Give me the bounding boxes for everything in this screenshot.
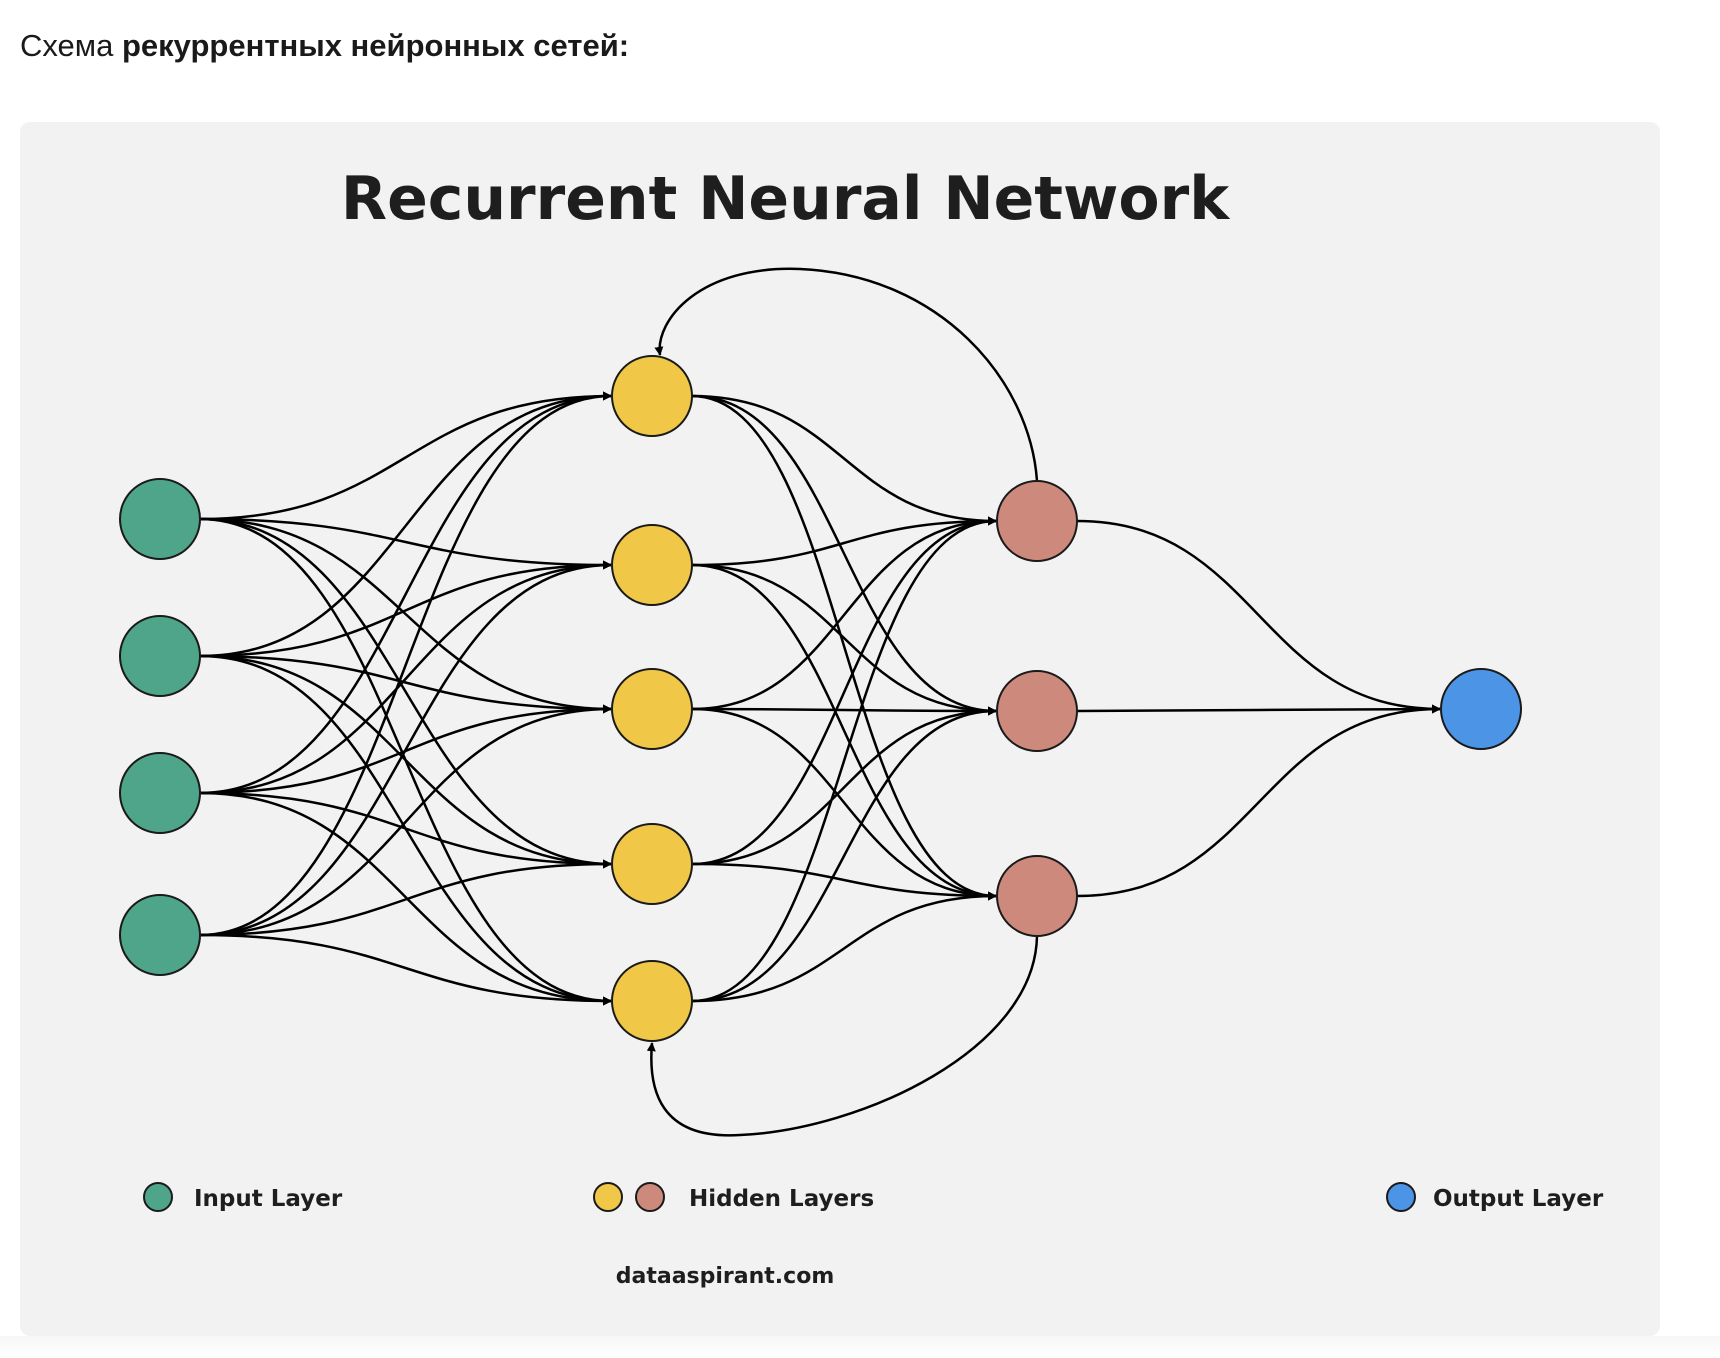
legend-output-label: Output Layer [1433, 1186, 1604, 1212]
connection-input-1-to-hidden-1-1 [199, 391, 612, 521]
connection-input-3-to-hidden-1-5 [199, 791, 612, 1006]
connection-input-3-to-hidden-1-2 [199, 560, 612, 795]
source-credit: dataaspirant.com [616, 1264, 835, 1289]
hidden-2-neuron-3 [996, 855, 1078, 937]
hidden-1-neuron-2 [611, 524, 693, 606]
connection-hidden-2-2-to-output-1 [1076, 704, 1441, 714]
connection-input-1-to-hidden-1-2 [199, 517, 612, 570]
input-neuron-2 [119, 615, 201, 697]
hidden-1-neuron-3 [611, 668, 693, 750]
connection-input-1-to-hidden-1-3 [199, 517, 612, 714]
connection-hidden-1-3-to-hidden-2-1 [691, 516, 997, 711]
connection-hidden-2-3-to-output-1 [1076, 704, 1441, 898]
input-neuron-1 [119, 478, 201, 560]
diagram-card [20, 122, 1660, 1336]
legend: Input Layer Hidden Layers Output Layer [143, 1182, 1604, 1212]
connection-hidden-1-1-to-hidden-2-3 [691, 394, 997, 901]
connection-hidden-1-5-to-hidden-2-1 [691, 516, 997, 1003]
connection-input-1-to-hidden-1-4 [199, 517, 612, 869]
connection-input-4-to-hidden-1-3 [199, 704, 612, 937]
connection-hidden-1-1-to-hidden-2-1 [691, 394, 997, 526]
hidden-1-neuron-4 [611, 823, 693, 905]
connection-hidden-1-1-to-hidden-2-2 [691, 394, 997, 716]
legend-hidden-swatch-2 [635, 1182, 665, 1212]
legend-hidden-swatch-1 [593, 1182, 623, 1212]
legend-output-swatch [1386, 1182, 1416, 1212]
bottom-shadow [0, 1336, 1720, 1358]
connection-input-4-to-hidden-1-4 [199, 859, 612, 937]
connections [199, 391, 1441, 1006]
connection-hidden-1-2-to-hidden-2-2 [691, 563, 997, 716]
input-neuron-3 [119, 752, 201, 834]
input-neuron-4 [119, 894, 201, 976]
recurrent-loop-bottom [646, 935, 1039, 1137]
diagram-title: Recurrent Neural Network [341, 164, 1231, 234]
recurrent-loop-top [654, 267, 1039, 482]
hidden-2-neuron-2 [996, 670, 1078, 752]
hidden-2-neuron-1 [996, 480, 1078, 562]
connection-input-2-to-hidden-1-2 [199, 560, 612, 658]
output-neuron-1 [1440, 668, 1522, 750]
neurons [119, 355, 1522, 1042]
page-heading: Схема рекуррентных нейронных сетей: [20, 28, 629, 64]
hidden-1-neuron-5 [611, 960, 693, 1042]
connection-input-2-to-hidden-1-1 [199, 391, 612, 658]
connection-hidden-1-2-to-hidden-2-3 [691, 563, 997, 901]
connection-hidden-2-1-to-output-1 [1076, 519, 1441, 714]
connection-input-3-to-hidden-1-4 [199, 791, 612, 869]
connection-input-3-to-hidden-1-1 [199, 391, 612, 795]
legend-hidden-label: Hidden Layers [689, 1186, 874, 1212]
recurrent-loops [646, 267, 1039, 1137]
connection-hidden-1-3-to-hidden-2-2 [691, 706, 997, 716]
connection-input-4-to-hidden-1-5 [199, 933, 612, 1006]
connection-hidden-1-3-to-hidden-2-3 [691, 707, 997, 901]
connection-hidden-1-2-to-hidden-2-1 [691, 516, 997, 567]
hidden-1-neuron-1 [611, 355, 693, 437]
connection-input-2-to-hidden-1-4 [199, 654, 612, 869]
connection-hidden-1-5-to-hidden-2-3 [691, 891, 997, 1003]
legend-input-label: Input Layer [194, 1186, 343, 1212]
connection-hidden-1-4-to-hidden-2-1 [691, 516, 997, 866]
connection-input-2-to-hidden-1-3 [199, 654, 612, 714]
connection-hidden-1-4-to-hidden-2-2 [691, 706, 997, 866]
connection-hidden-1-4-to-hidden-2-3 [691, 862, 997, 901]
connection-input-4-to-hidden-1-1 [199, 391, 612, 937]
connection-input-4-to-hidden-1-2 [199, 560, 612, 937]
legend-input-swatch [143, 1182, 173, 1212]
heading-prefix: Схема [20, 28, 122, 63]
heading-emphasis: рекуррентных нейронных сетей: [121, 28, 630, 63]
connection-hidden-1-5-to-hidden-2-2 [691, 706, 997, 1003]
